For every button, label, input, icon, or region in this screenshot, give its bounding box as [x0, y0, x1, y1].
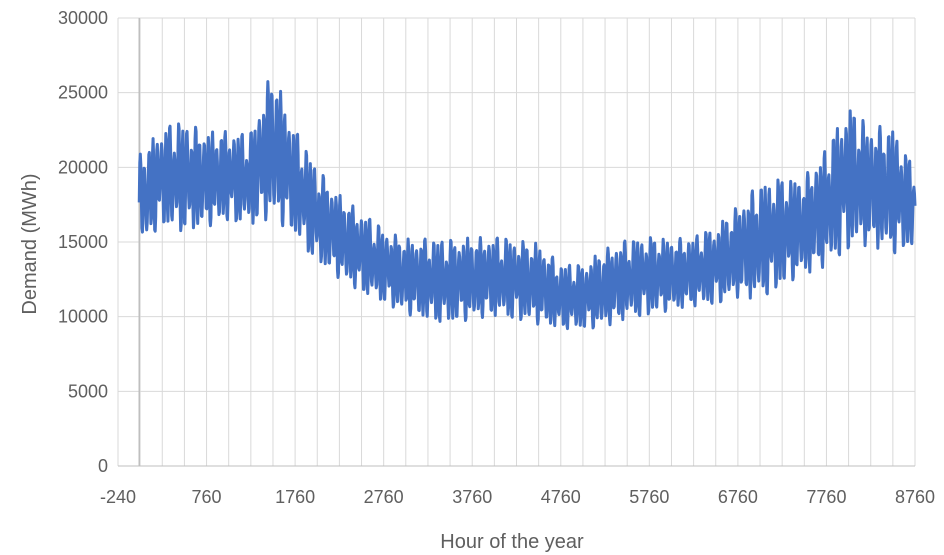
x-tick-label: 7760: [806, 487, 846, 507]
x-tick-label: 8760: [895, 487, 935, 507]
y-tick-label: 10000: [58, 307, 108, 327]
x-tick-label: 5760: [629, 487, 669, 507]
y-tick-label: 30000: [58, 8, 108, 28]
x-tick-label: 760: [192, 487, 222, 507]
x-tick-label: 1760: [275, 487, 315, 507]
y-tick-label: 5000: [68, 381, 108, 401]
y-tick-label: 25000: [58, 83, 108, 103]
x-tick-label: -240: [100, 487, 136, 507]
y-tick-label: 15000: [58, 232, 108, 252]
x-axis-title: Hour of the year: [440, 531, 584, 553]
y-tick-label: 0: [98, 456, 108, 476]
label-layer: -240 760 1760 2760 3760 4760 5760 6760 7760 8760 0…: [58, 8, 935, 507]
series-layer: [137, 80, 917, 331]
x-tick-label: 2760: [364, 487, 404, 507]
x-tick-label: 3760: [452, 487, 492, 507]
y-axis-title: Demand (MWh): [19, 173, 41, 314]
demand-series-line: [137, 80, 917, 331]
x-tick-label: 4760: [541, 487, 581, 507]
axis-layer: [118, 18, 915, 467]
x-tick-label: 6760: [718, 487, 758, 507]
y-tick-label: 20000: [58, 157, 108, 177]
